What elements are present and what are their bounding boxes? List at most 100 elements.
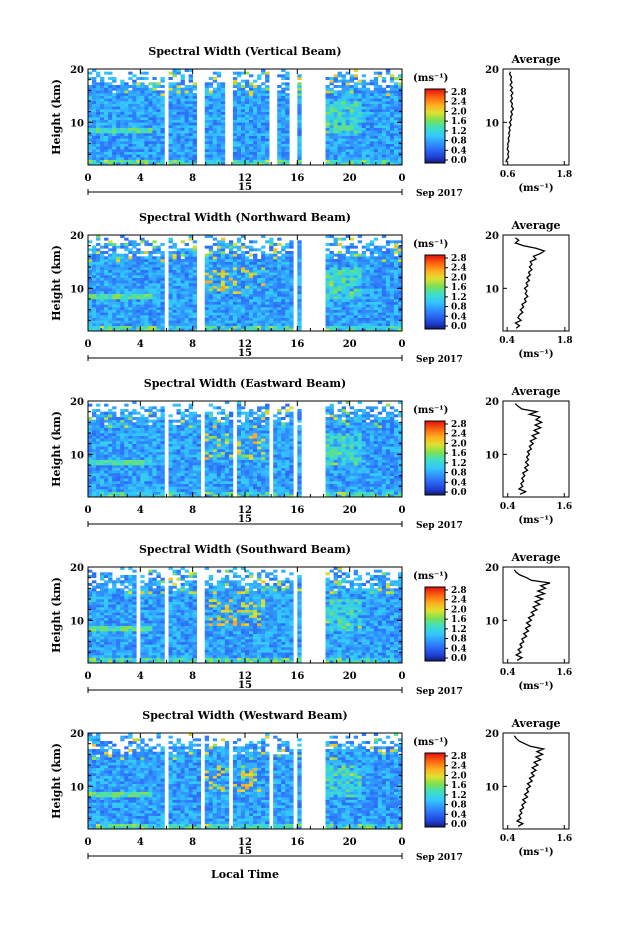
heatmap-cell xyxy=(173,288,177,291)
average-profile-line xyxy=(506,72,514,163)
heatmap-cell xyxy=(281,254,285,257)
colorbar-unit: (ms⁻¹) xyxy=(413,239,448,250)
heatmap-cell xyxy=(289,254,293,257)
heatmap-cell xyxy=(366,286,370,289)
heatmap-cell xyxy=(181,96,185,99)
heatmap-cell xyxy=(108,117,112,120)
heatmap-cell xyxy=(120,141,124,144)
heatmap-cell xyxy=(326,109,330,112)
heatmap-cell xyxy=(148,409,152,412)
heatmap-cell xyxy=(289,264,293,267)
heatmap-cell xyxy=(148,109,152,112)
heatmap-cell xyxy=(100,146,104,149)
heatmap-cell xyxy=(269,291,273,294)
heatmap-cell xyxy=(217,120,221,123)
heatmap-cell xyxy=(370,141,374,144)
heatmap-cell xyxy=(128,422,132,425)
heatmap-cell xyxy=(213,320,217,323)
heatmap-cell xyxy=(205,299,209,302)
heatmap-cell xyxy=(100,446,104,449)
heatmap-cell xyxy=(249,326,253,329)
heatmap-cell xyxy=(253,254,257,257)
heatmap-cell xyxy=(173,326,177,329)
heatmap-cell xyxy=(394,125,398,128)
heatmap-cell xyxy=(148,420,152,423)
heatmap-cell xyxy=(269,315,273,318)
heatmap-cell xyxy=(326,93,330,96)
heatmap-cell xyxy=(96,72,100,75)
heatmap-cell xyxy=(245,136,249,139)
heatmap-cell xyxy=(297,280,301,283)
heatmap-cell xyxy=(156,133,160,136)
heatmap-cell xyxy=(265,291,269,294)
heatmap-cell xyxy=(96,280,100,283)
heatmap-cell xyxy=(88,128,92,131)
heatmap-cell xyxy=(366,130,370,133)
heatmap-cell xyxy=(342,315,346,318)
heatmap-cell xyxy=(140,238,144,241)
heatmap-cell xyxy=(104,144,108,147)
heatmap-cell xyxy=(277,141,281,144)
heatmap-cell xyxy=(253,288,257,291)
average-x-tick-label: 0.4 xyxy=(499,336,515,346)
heatmap-cell xyxy=(257,96,261,99)
heatmap-cell xyxy=(269,278,273,281)
heatmap-cell xyxy=(261,280,265,283)
heatmap-cell xyxy=(386,267,390,270)
heatmap-cell xyxy=(156,93,160,96)
heatmap-cell xyxy=(346,90,350,93)
heatmap-cell xyxy=(177,256,181,259)
heatmap-cell xyxy=(265,302,269,305)
heatmap-cell xyxy=(374,280,378,283)
heatmap-cell xyxy=(273,296,277,299)
heatmap-cell xyxy=(366,114,370,117)
heatmap-cell xyxy=(370,109,374,112)
heatmap-cell xyxy=(140,310,144,313)
heatmap-cell xyxy=(245,278,249,281)
heatmap-cell xyxy=(104,428,108,431)
heatmap-cell xyxy=(124,133,128,136)
heatmap-cell xyxy=(124,288,128,291)
heatmap-cell xyxy=(285,299,289,302)
heatmap-cell xyxy=(132,120,136,123)
heatmap-cell xyxy=(128,310,132,313)
heatmap-cell xyxy=(277,160,281,163)
heatmap-cell xyxy=(338,125,342,128)
heatmap-cell xyxy=(281,278,285,281)
heatmap-cell xyxy=(96,299,100,302)
heatmap-cell xyxy=(241,106,245,109)
heatmap-cell xyxy=(281,130,285,133)
heatmap-cell xyxy=(169,146,173,149)
heatmap-cell xyxy=(358,90,362,93)
heatmap-cell xyxy=(330,275,334,278)
heatmap-cell xyxy=(144,120,148,123)
heatmap-cell xyxy=(88,449,92,452)
heatmap-cell xyxy=(120,422,124,425)
heatmap-cell xyxy=(386,101,390,104)
heatmap-cell xyxy=(100,320,104,323)
heatmap-cell xyxy=(132,160,136,163)
heatmap-cell xyxy=(281,296,285,299)
heatmap-cell xyxy=(346,294,350,297)
heatmap-cell xyxy=(177,90,181,93)
heatmap-cell xyxy=(156,299,160,302)
heatmap-cell xyxy=(152,449,156,452)
heatmap-cell xyxy=(237,157,241,160)
heatmap-cell xyxy=(394,278,398,281)
heatmap-cell xyxy=(277,104,281,107)
heatmap-cell xyxy=(370,125,374,128)
heatmap-cell xyxy=(156,278,160,281)
heatmap-cell xyxy=(96,256,100,259)
heatmap-cell xyxy=(217,152,221,155)
heatmap-cell xyxy=(253,264,257,267)
heatmap-cell xyxy=(354,146,358,149)
heatmap-cell xyxy=(350,320,354,323)
heatmap-cell xyxy=(358,318,362,321)
heatmap-cell xyxy=(289,323,293,326)
heatmap-cell xyxy=(374,122,378,125)
heatmap-cell xyxy=(378,72,382,75)
heatmap-cell xyxy=(112,278,116,281)
heatmap-cell xyxy=(148,259,152,262)
heatmap-cell xyxy=(209,85,213,88)
heatmap-cell xyxy=(116,114,120,117)
